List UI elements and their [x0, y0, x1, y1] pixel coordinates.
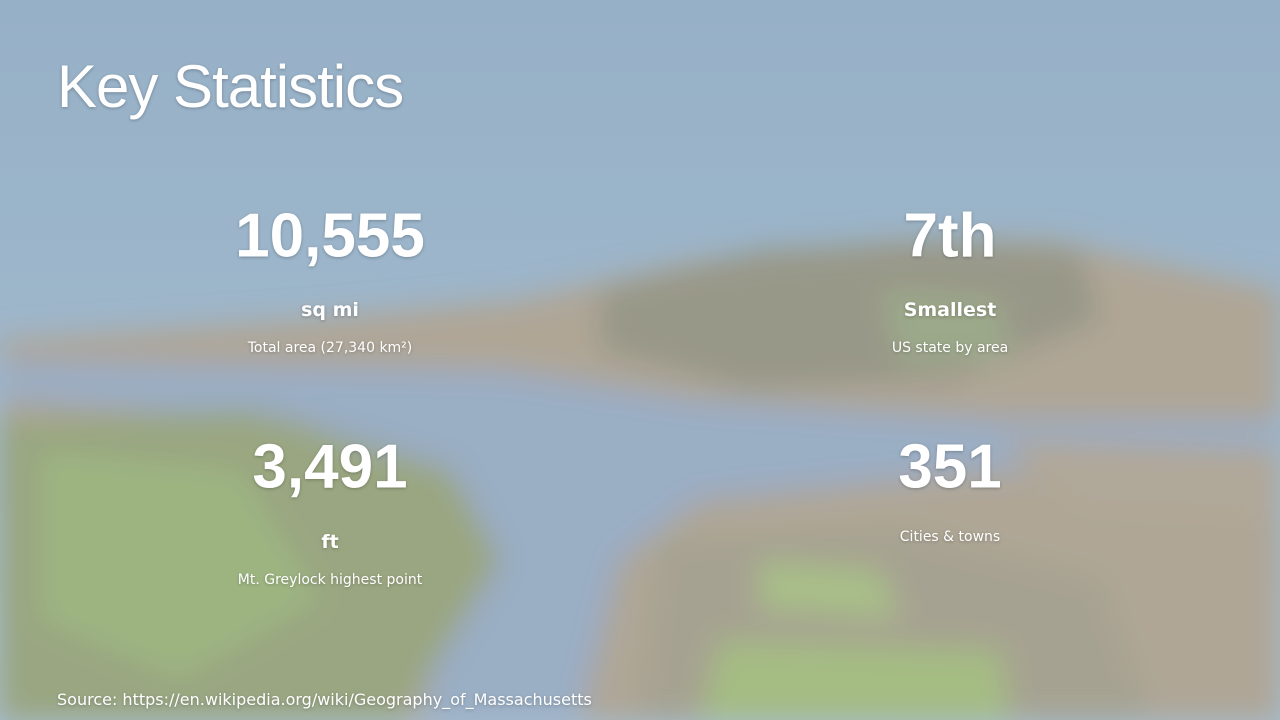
stat-description: Mt. Greylock highest point	[237, 572, 423, 588]
stat-unit: ft	[321, 531, 339, 553]
source-note: Source: https://en.wikipedia.org/wiki/Ge…	[57, 690, 592, 709]
stat-unit: sq mi	[301, 299, 359, 321]
stat-value: 10,555	[235, 201, 425, 271]
stat-description: Cities & towns	[899, 529, 1001, 545]
stat-description: US state by area	[891, 340, 1009, 356]
stat-unit: Smallest	[903, 299, 997, 321]
stat-value: 3,491	[252, 432, 408, 502]
stat-value: 7th	[903, 201, 997, 271]
stat-value: 351	[898, 432, 1002, 502]
slide-title: Key Statistics	[57, 53, 404, 120]
stat-description: Total area (27,340 km²)	[247, 340, 413, 356]
